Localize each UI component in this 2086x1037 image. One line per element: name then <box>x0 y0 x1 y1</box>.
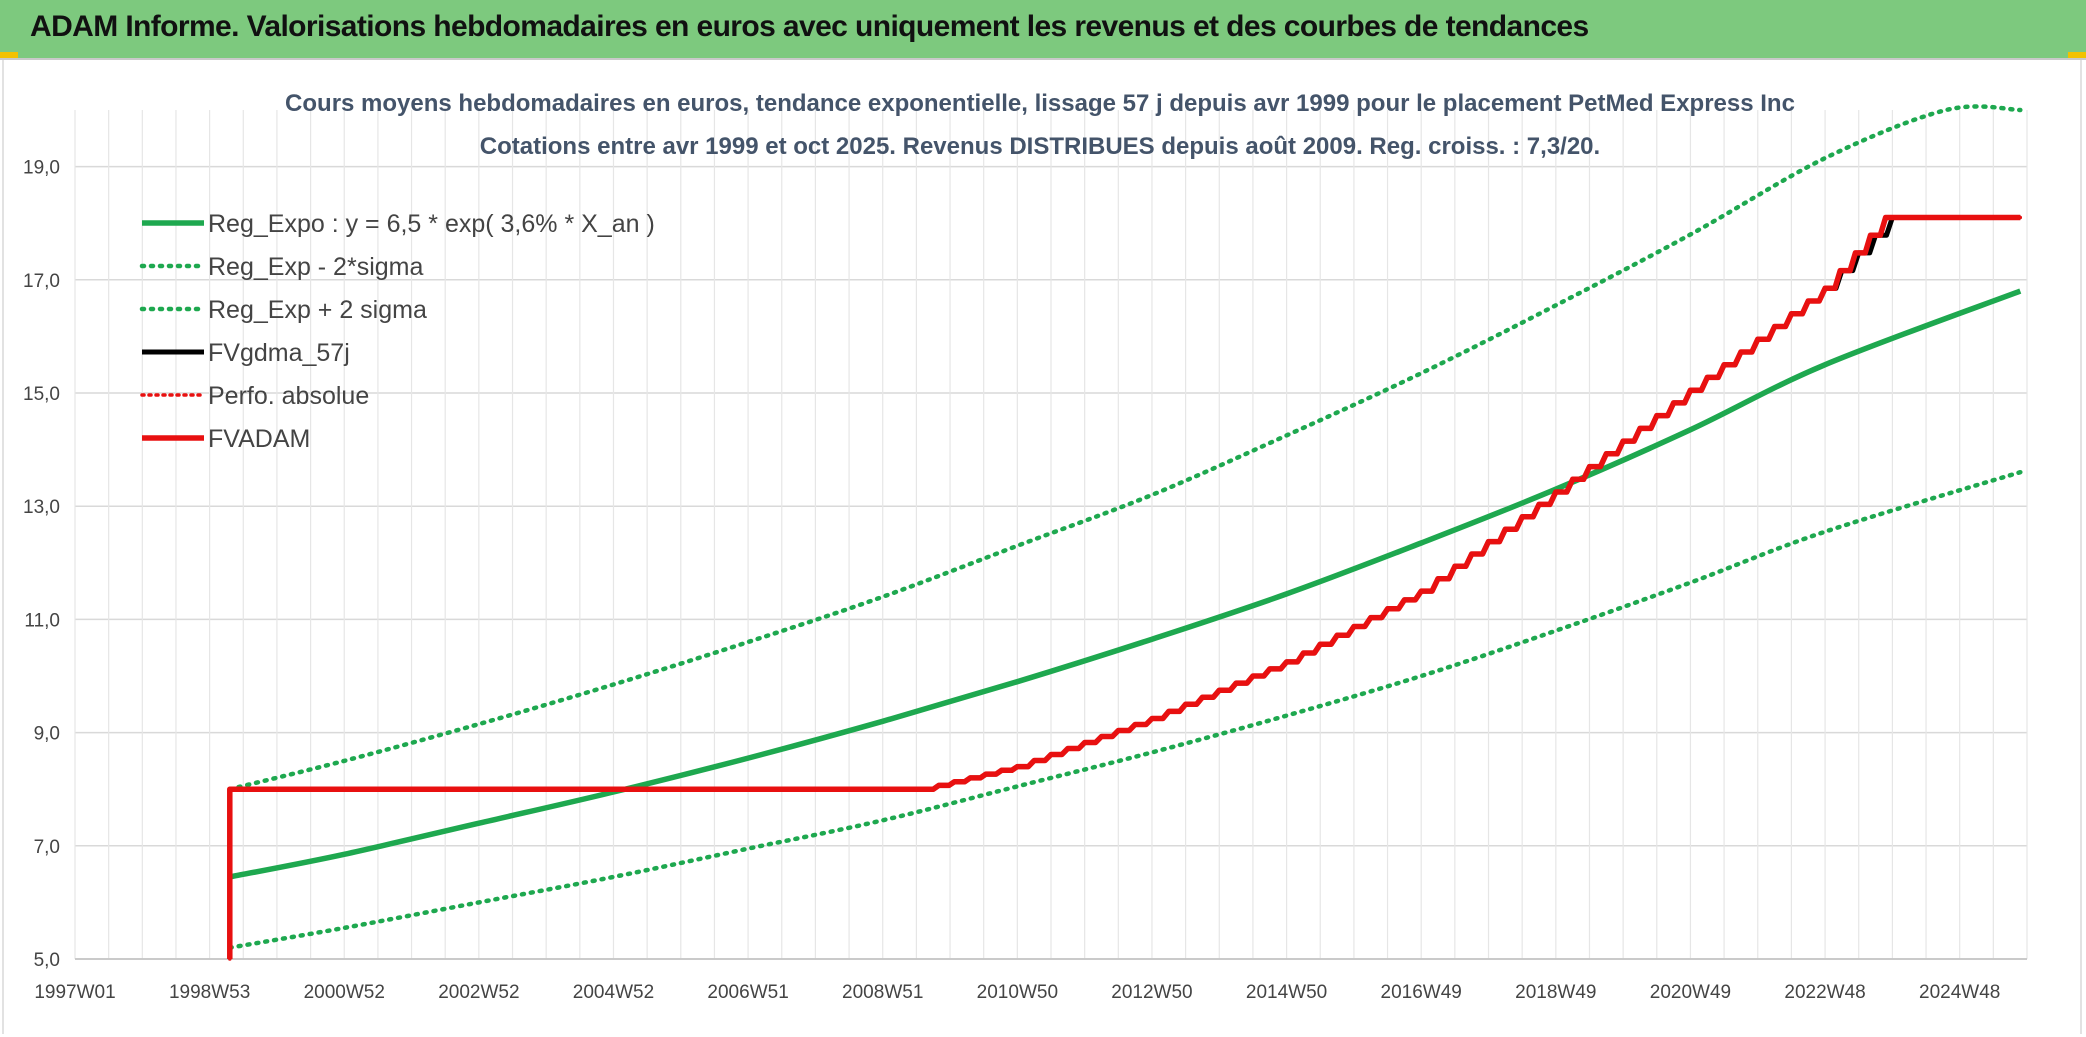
y-tick-label: 5,0 <box>34 950 60 971</box>
chart-title: Cours moyens hebdomadaires en euros, ten… <box>285 90 1795 117</box>
series-line-2 <box>227 104 2023 792</box>
series-line-1 <box>227 469 2023 950</box>
x-tick-label: 2018W49 <box>1515 982 1596 1003</box>
x-tick-label: 2024W48 <box>1919 982 2000 1003</box>
series-line-0 <box>229 288 2022 880</box>
legend: Reg_Expo : y = 6,5 * exp( 3,6% * X_an ) R… <box>139 210 655 453</box>
x-axis: 1997W01 1998W53 2000W52 2002W52 2004W52 2006W… <box>34 958 2027 1003</box>
grid <box>74 110 2028 960</box>
x-tick-label: 2010W50 <box>977 982 1058 1003</box>
x-tick-label: 2022W48 <box>1784 982 1865 1003</box>
series-group <box>227 104 2023 961</box>
x-tick-label: 2000W52 <box>304 982 385 1003</box>
legend-label: Reg_Exp + 2 sigma <box>208 296 427 324</box>
page-title: ADAM Informe. Valorisations hebdomadaire… <box>30 10 1589 43</box>
x-tick-label: 2016W49 <box>1381 982 1462 1003</box>
x-tick-label: 2012W50 <box>1111 982 1192 1003</box>
legend-label: Reg_Expo : y = 6,5 * exp( 3,6% * X_an ) <box>208 210 655 238</box>
x-tick-label: 2006W51 <box>707 982 788 1003</box>
corner-marker-left <box>0 52 18 58</box>
y-tick-label: 17,0 <box>23 271 60 292</box>
legend-label: FVADAM <box>208 425 310 453</box>
y-tick-label: 11,0 <box>24 610 60 631</box>
x-tick-label: 2004W52 <box>573 982 654 1003</box>
y-tick-label: 19,0 <box>23 158 60 179</box>
series-line-3 <box>227 215 2021 959</box>
y-tick-label: 7,0 <box>34 837 60 858</box>
x-tick-label: 2020W49 <box>1650 982 1731 1003</box>
y-tick-label: 15,0 <box>23 384 60 405</box>
header-banner: ADAM Informe. Valorisations hebdomadaire… <box>0 0 2086 60</box>
chart-frame <box>2 60 2082 1034</box>
legend-label: Perfo. absolue <box>208 382 369 410</box>
x-tick-label: 1998W53 <box>169 982 250 1003</box>
x-tick-label: 2014W50 <box>1246 982 1327 1003</box>
y-axis: 5,0 7,0 9,0 11,0 13,0 15,0 17,0 19,0 <box>23 158 60 971</box>
x-tick-label: 2008W51 <box>842 982 923 1003</box>
y-tick-label: 13,0 <box>23 497 60 518</box>
x-tick-label: 2002W52 <box>438 982 519 1003</box>
y-tick-label: 9,0 <box>34 724 60 745</box>
series-line-5 <box>227 214 2021 959</box>
series-line-4 <box>228 215 2023 961</box>
corner-marker-right <box>2068 52 2086 58</box>
legend-label: Reg_Exp - 2*sigma <box>208 253 423 281</box>
chart-subtitle: Cotations entre avr 1999 et oct 2025. Re… <box>480 133 1600 160</box>
legend-label: FVgdma_57j <box>208 339 350 367</box>
x-tick-label: 1997W01 <box>34 982 115 1003</box>
